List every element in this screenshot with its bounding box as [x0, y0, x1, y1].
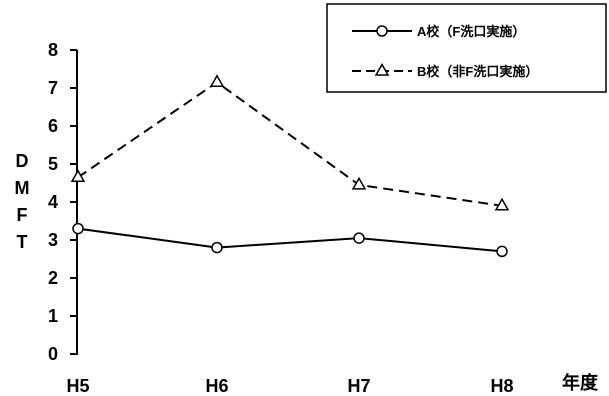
y-tick-marks: [70, 50, 77, 354]
series-line: [78, 229, 502, 252]
x-tick-labels: H5 H6 H7 H8: [66, 376, 513, 396]
x-tick-label: H7: [347, 376, 370, 396]
y-axis-label: D M F T: [15, 151, 30, 252]
y-axis-label-char: T: [17, 232, 28, 252]
data-point: [353, 178, 365, 189]
y-tick-label: 7: [48, 78, 58, 98]
x-tick-label: H5: [66, 376, 89, 396]
data-point: [73, 224, 83, 234]
x-tick-label: H8: [490, 376, 513, 396]
data-point: [72, 171, 84, 182]
y-axis: 0 1 2 3 4 5 6 7 8: [48, 40, 77, 364]
legend: A校（F洗口実施） B校（非F洗口実施）: [327, 4, 606, 92]
legend-label-b: B校（非F洗口実施）: [417, 64, 538, 79]
y-tick-label: 4: [48, 192, 58, 212]
y-tick-labels: 0 1 2 3 4 5 6 7 8: [48, 40, 58, 364]
y-tick-label: 1: [48, 306, 58, 326]
series-b: [72, 76, 508, 210]
y-axis-label-char: M: [15, 178, 30, 198]
x-axis-label: 年度: [562, 372, 599, 393]
series-line: [78, 82, 502, 206]
legend-marker-circle: [377, 26, 387, 36]
y-tick-label: 8: [48, 40, 58, 60]
x-tick-label: H6: [205, 376, 228, 396]
y-axis-label-char: F: [17, 205, 28, 225]
y-tick-label: 0: [48, 344, 58, 364]
series-layer: [72, 76, 508, 257]
data-point: [212, 243, 222, 253]
data-point: [497, 246, 507, 256]
data-point: [354, 233, 364, 243]
series-a: [73, 224, 507, 257]
y-tick-label: 3: [48, 230, 58, 250]
data-point: [211, 76, 223, 87]
y-axis-label-char: D: [16, 151, 29, 171]
legend-label-a: A校（F洗口実施）: [417, 24, 525, 39]
y-tick-label: 2: [48, 268, 58, 288]
y-tick-label: 6: [48, 116, 58, 136]
y-tick-label: 5: [48, 154, 58, 174]
